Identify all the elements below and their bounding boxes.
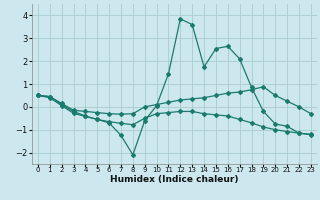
X-axis label: Humidex (Indice chaleur): Humidex (Indice chaleur) (110, 175, 239, 184)
